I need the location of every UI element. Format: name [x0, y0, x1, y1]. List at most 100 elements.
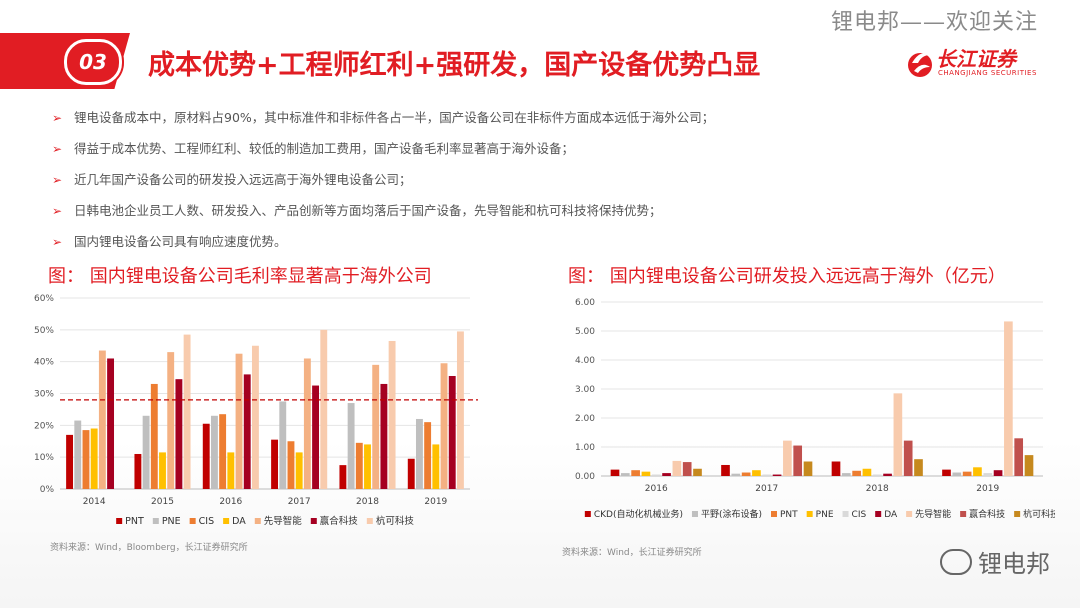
bar	[303, 358, 311, 489]
legend-swatch	[310, 518, 317, 524]
x-tick-label: 2016	[645, 484, 668, 494]
bar	[1004, 321, 1013, 476]
bar	[862, 468, 872, 476]
bar	[693, 468, 702, 476]
y-tick-label: 5.00	[575, 327, 595, 337]
legend-swatch	[875, 511, 882, 517]
bar	[914, 459, 923, 476]
bullet-item: ➢ 国内锂电设备公司具有响应速度优势。	[50, 232, 1030, 263]
legend-swatch	[366, 518, 373, 524]
bar	[167, 352, 175, 489]
y-tick-label: 0.00	[575, 472, 595, 482]
bar	[175, 379, 183, 489]
bar	[841, 473, 851, 476]
bar	[741, 472, 751, 476]
bar	[620, 473, 630, 476]
bar	[107, 358, 115, 489]
legend: CKD(自动化机械业务) 平野(涂布设备) PNT PNE CIS DA 先导智能 赢合科技 杭…	[584, 508, 1055, 520]
bar	[312, 385, 320, 489]
bullet-text: 国内锂电设备公司具有响应速度优势。	[74, 234, 287, 249]
x-tick-label: 2017	[288, 497, 311, 507]
legend-label: PNE	[162, 516, 181, 527]
legend-label: 先导智能	[264, 515, 303, 527]
right-chart-source: 资料来源：Wind，长江证券研究所	[562, 548, 702, 558]
arrow-bullet-icon: ➢	[52, 173, 63, 187]
rd-investment-chart: 0.00 1.00 2.00 3.00 4.00 5.00 6.00 2016 2017 2018…	[575, 298, 1055, 520]
y-tick-label: 10%	[34, 453, 54, 463]
left-chart-source: 资料来源：Wind，Bloomberg，长江证券研究所	[50, 543, 248, 553]
bar	[415, 418, 423, 489]
bar	[424, 422, 432, 489]
legend-swatch	[906, 511, 913, 517]
x-tick-label: 2018	[356, 497, 379, 507]
bar	[227, 452, 235, 489]
y-tick-label: 30%	[34, 390, 54, 400]
right-chart-title: 图： 国内锂电设备公司研发投入远远高于海外（亿元）	[568, 266, 1006, 287]
bar	[893, 393, 903, 476]
legend-label: DA	[232, 516, 246, 527]
arrow-bullet-icon: ➢	[52, 204, 63, 218]
legend-swatch	[771, 511, 777, 517]
bar	[903, 440, 913, 476]
gross-margin-chart: 0% 10% 20% 30% 40% 50% 60% 2014 2015 2016 2017 2018…	[34, 294, 478, 527]
bar	[380, 383, 388, 489]
bar	[355, 442, 363, 489]
bar	[183, 334, 191, 489]
slide-title: 成本优势+工程师红利+强研发，国产设备优势凸显	[148, 50, 761, 81]
bullet-text: 近几年国产设备公司的研发投入远远高于海外锂电设备公司；	[74, 172, 412, 187]
bar	[388, 340, 396, 489]
bar	[243, 374, 251, 489]
y-tick-label: 0%	[40, 485, 55, 495]
bar	[983, 473, 993, 476]
logo-swirl-icon	[908, 53, 932, 77]
y-tick-label: 4.00	[575, 356, 595, 366]
bar	[772, 474, 782, 476]
legend-label: 先导智能	[915, 508, 951, 520]
company-logo: 长江证券 CHANGJIANG SECURITIES	[906, 41, 1036, 83]
y-tick-label: 50%	[34, 326, 54, 336]
bullet-text: 得益于成本优势、工程师红利、较低的制造加工费用，国产设备毛利率显著高于海外设备；	[74, 141, 575, 156]
bar	[448, 375, 456, 489]
legend-swatch	[1014, 511, 1021, 517]
bullet-text: 日韩电池企业员工人数、研发投入、产品创新等方面均落后于国产设备，先导智能和杭可科…	[74, 203, 662, 218]
legend-label: DA	[884, 510, 898, 520]
bar	[610, 469, 620, 476]
legend-label: CIS	[199, 516, 214, 527]
bar	[973, 467, 982, 476]
legend: PNT PNE CIS DA 先导智能 赢合科技 杭可科技	[116, 515, 414, 527]
bar	[456, 331, 464, 489]
arrow-bullet-icon: ➢	[52, 142, 63, 156]
y-tick-label: 6.00	[575, 298, 595, 308]
bullet-item: ➢ 日韩电池企业员工人数、研发投入、产品创新等方面均落后于国产设备，先导智能和杭可…	[50, 201, 1030, 232]
bar	[210, 415, 218, 489]
logo-chinese-name: 长江证券	[936, 47, 1016, 71]
arrow-bullet-icon: ➢	[52, 235, 63, 249]
bar	[271, 439, 279, 489]
bar	[942, 469, 951, 476]
x-tick-label: 2014	[83, 497, 106, 507]
y-tick-label: 1.00	[575, 443, 595, 453]
bar	[202, 423, 210, 489]
bar	[66, 434, 74, 489]
bar	[682, 462, 692, 476]
legend-swatch	[189, 518, 196, 524]
bullet-item: ➢ 得益于成本优势、工程师红利、较低的制造加工费用，国产设备毛利率显著高于海外设备…	[50, 139, 1030, 170]
legend-swatch	[584, 511, 591, 517]
bar	[347, 403, 355, 489]
legend-label: 杭可科技	[376, 515, 415, 527]
legend-label: 赢合科技	[320, 515, 359, 527]
bar	[287, 441, 295, 489]
legend-swatch	[806, 511, 813, 517]
bottom-watermark: 锂电邦	[940, 544, 1050, 579]
bar	[134, 453, 142, 489]
x-tick-label: 2019	[976, 484, 999, 494]
legend-swatch	[842, 511, 849, 517]
legend-swatch	[254, 518, 261, 524]
bar	[407, 458, 415, 489]
legend-swatch	[960, 511, 967, 517]
bar	[651, 474, 661, 476]
top-watermark: 锂电邦——欢迎关注	[830, 10, 1038, 35]
bar	[364, 444, 371, 489]
bar	[783, 440, 792, 476]
bar	[752, 470, 761, 476]
